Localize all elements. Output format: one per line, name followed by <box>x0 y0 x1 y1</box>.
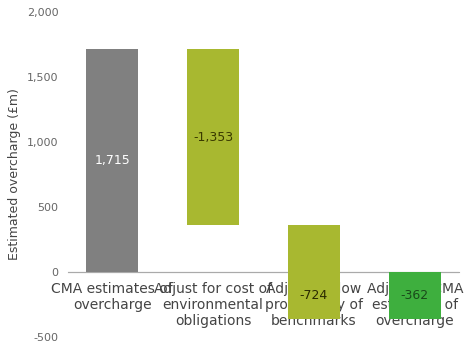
Bar <box>288 225 340 319</box>
Bar <box>389 272 441 319</box>
Text: -724: -724 <box>300 289 328 302</box>
Bar <box>187 49 239 225</box>
Text: -362: -362 <box>401 289 429 302</box>
Text: -1,353: -1,353 <box>193 131 233 144</box>
Bar <box>86 49 138 272</box>
Y-axis label: Estimated overcharge (£m): Estimated overcharge (£m) <box>9 88 21 260</box>
Text: 1,715: 1,715 <box>94 154 130 167</box>
